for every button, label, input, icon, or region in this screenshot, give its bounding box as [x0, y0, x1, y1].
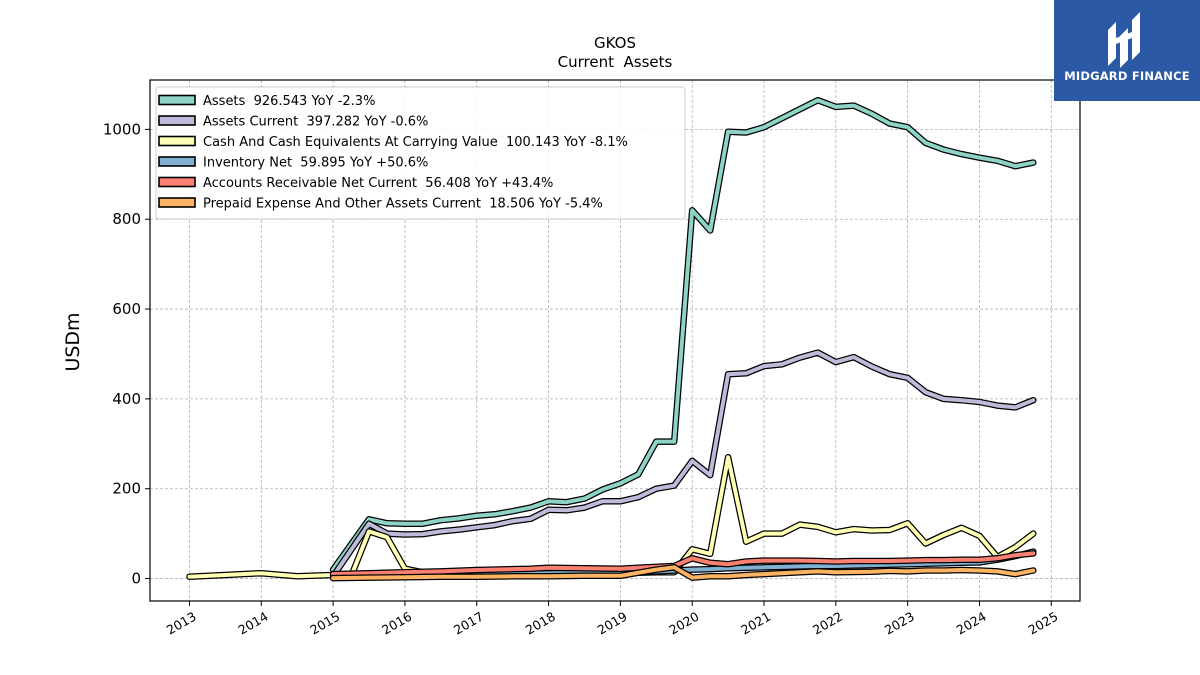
x-tick-label: 2015	[307, 609, 342, 638]
series-line-5	[331, 565, 1036, 581]
x-tick-label: 2024	[954, 609, 989, 638]
plot-frame	[149, 79, 1081, 602]
x-axis-ticks: 2013 2014 2015 2016 2017 2018 2019 2020 2021 2022…	[164, 601, 1061, 638]
y-tick-label: 800	[112, 210, 141, 228]
legend-label: Cash And Cash Equivalents At Carrying Va…	[203, 135, 628, 150]
series-line-1	[331, 350, 1036, 579]
legend-swatch	[158, 94, 196, 106]
chart-subtitle: Current Assets	[558, 53, 673, 71]
legend-label: Assets Current 397.282 YoY -0.6%	[203, 115, 428, 130]
series-line-0	[331, 98, 1036, 572]
brand-logo: MIDGARD FINANCE	[1054, 0, 1200, 101]
x-tick-label: 2022	[810, 609, 845, 638]
legend-swatch	[158, 115, 196, 126]
legend-swatch	[158, 156, 196, 167]
legend-box	[155, 86, 686, 220]
chart-title: GKOS	[594, 34, 636, 52]
y-axis-label: USDm	[62, 312, 84, 371]
series-lines	[186, 96, 1037, 582]
midgard-logo-icon	[1108, 12, 1140, 68]
x-tick-label: 2017	[451, 609, 486, 638]
x-tick-label: 2021	[738, 609, 773, 638]
y-tick-label: 600	[112, 300, 141, 318]
legend-label: Accounts Receivable Net Current 56.408 Y…	[203, 176, 553, 191]
legend-label: Assets 926.543 YoY -2.3%	[203, 94, 375, 109]
x-tick-label: 2013	[164, 609, 199, 638]
y-tick-label: 400	[112, 390, 141, 408]
y-tick-label: 200	[112, 480, 141, 498]
x-tick-label: 2014	[236, 609, 271, 638]
legend-swatch	[158, 135, 196, 147]
x-tick-label: 2018	[523, 609, 558, 638]
legend-swatch	[158, 176, 196, 188]
y-tick-label: 1000	[103, 120, 141, 138]
legend: Assets 926.543 YoY -2.3% Assets Current 3…	[155, 86, 686, 220]
legend-swatch	[158, 197, 196, 208]
x-tick-label: 2025	[1025, 609, 1060, 638]
legend-label: Prepaid Expense And Other Assets Current…	[203, 197, 603, 212]
x-tick-label: 2019	[595, 609, 630, 638]
x-tick-label: 2023	[882, 609, 917, 638]
legend-label: Inventory Net 59.895 YoY +50.6%	[203, 156, 428, 171]
y-tick-label: 0	[131, 570, 141, 588]
series-line-4	[331, 551, 1036, 577]
x-tick-label: 2020	[666, 609, 701, 638]
x-tick-label: 2016	[379, 609, 414, 638]
y-axis-ticks: 0 200 400 600 800 1000	[103, 120, 150, 588]
brand-name: MIDGARD FINANCE	[1064, 69, 1190, 83]
